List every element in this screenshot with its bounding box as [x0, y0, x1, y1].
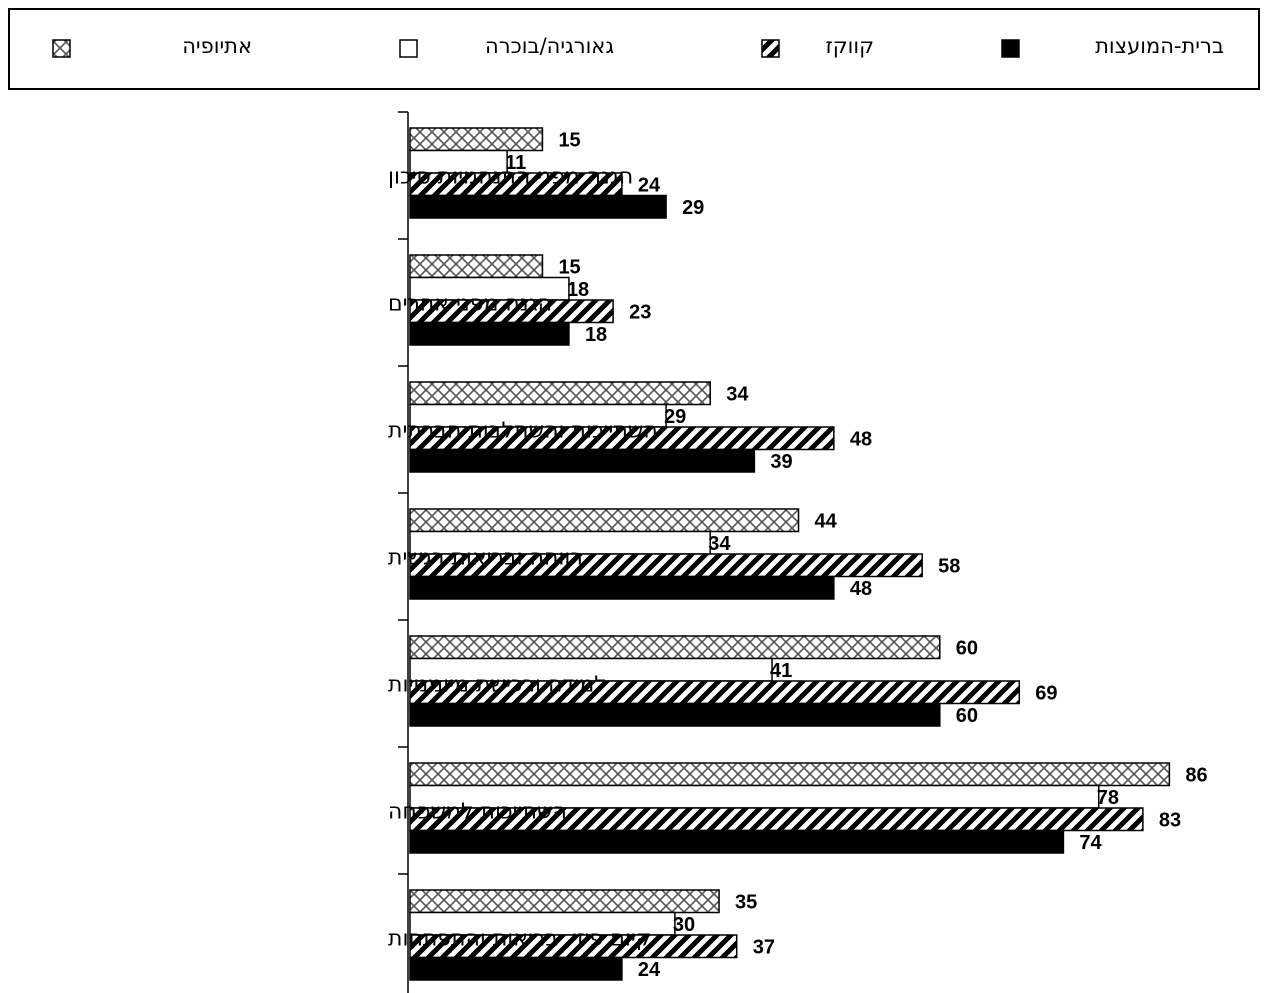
bar-ethiopia [409, 889, 720, 914]
legend: ברית-המועצות קווקז גאורגיה/בוכרה אתיופיה [8, 8, 1260, 90]
category-label: רווחה ובריאות רגשית [388, 546, 583, 571]
legend-item-fsu: ברית-המועצות [1095, 34, 1224, 58]
data-label-caucasus: 83 [1159, 809, 1181, 831]
legend-label-georgia-bukhara: גאורגיה/בוכרה [485, 34, 614, 58]
data-label-ethiopia: 86 [1185, 764, 1207, 786]
data-label-georgia-bukhara: 30 [673, 914, 695, 936]
legend-item-georgia-bukhara: גאורגיה/בוכרה [485, 34, 614, 58]
data-label-georgia-bukhara: 41 [770, 660, 792, 682]
category-label: קיום פיזי, בריאות והתפתחות [388, 927, 651, 952]
legend-label-caucasus: קווקז [825, 34, 874, 58]
category-label: הגנה מפני התנהגויות סיכון [388, 165, 633, 190]
data-label-ethiopia: 60 [956, 637, 978, 659]
data-label-caucasus: 37 [753, 936, 775, 958]
legend-item-ethiopia: אתיופיה [182, 34, 252, 58]
data-label-fsu: 24 [638, 959, 661, 981]
bar-fsu [409, 702, 941, 727]
bar-ethiopia [409, 381, 711, 406]
bar-fsu [409, 575, 835, 600]
legend-swatch-georgia-bukhara [399, 39, 418, 58]
data-label-caucasus: 48 [850, 428, 872, 450]
data-label-georgia-bukhara: 29 [664, 406, 686, 428]
legend-item-caucasus: קווקז [825, 34, 874, 58]
data-label-georgia-bukhara: 18 [567, 279, 589, 301]
bar-ethiopia [409, 762, 1171, 787]
bar-fsu [409, 829, 1065, 854]
legend-label-ethiopia: אתיופיה [182, 34, 252, 58]
data-label-georgia-bukhara: 11 [505, 152, 526, 174]
data-label-caucasus: 58 [938, 555, 960, 577]
data-label-georgia-bukhara: 34 [708, 533, 731, 555]
legend-swatch-ethiopia [52, 39, 71, 58]
data-label-caucasus: 23 [629, 301, 651, 323]
data-label-ethiopia: 34 [726, 383, 749, 405]
category-label: השתייכות למשפחה [388, 800, 567, 825]
data-label-fsu: 39 [770, 451, 792, 473]
data-label-ethiopia: 44 [815, 510, 838, 532]
data-label-ethiopia: 15 [558, 256, 580, 278]
bar-fsu [409, 956, 623, 981]
bar-ethiopia [409, 635, 941, 660]
data-label-georgia-bukhara: 78 [1097, 787, 1119, 809]
category-label: הגנה מפני אחרים [388, 292, 552, 317]
data-label-fsu: 48 [850, 578, 872, 600]
data-label-ethiopia: 15 [558, 129, 580, 151]
data-label-ethiopia: 35 [735, 891, 757, 913]
data-label-fsu: 18 [585, 324, 607, 346]
data-label-caucasus: 24 [638, 174, 661, 196]
category-label: השתייכות והשתלבות חברתית [388, 419, 658, 444]
data-label-fsu: 60 [956, 705, 978, 727]
bar-ethiopia [409, 127, 544, 152]
bar-fsu [409, 448, 756, 473]
data-label-fsu: 74 [1079, 832, 1102, 854]
legend-swatch-fsu [1001, 39, 1020, 58]
data-label-caucasus: 69 [1035, 682, 1057, 704]
legend-label-fsu: ברית-המועצות [1095, 34, 1224, 58]
bar-ethiopia [409, 254, 544, 279]
bar-fsu [409, 321, 570, 346]
bar-fsu [409, 194, 667, 219]
data-label-fsu: 29 [682, 197, 704, 219]
legend-swatch-caucasus [761, 39, 780, 58]
bar-ethiopia [409, 508, 800, 533]
category-label: למידה ורכישת מיומנויות [388, 673, 607, 698]
